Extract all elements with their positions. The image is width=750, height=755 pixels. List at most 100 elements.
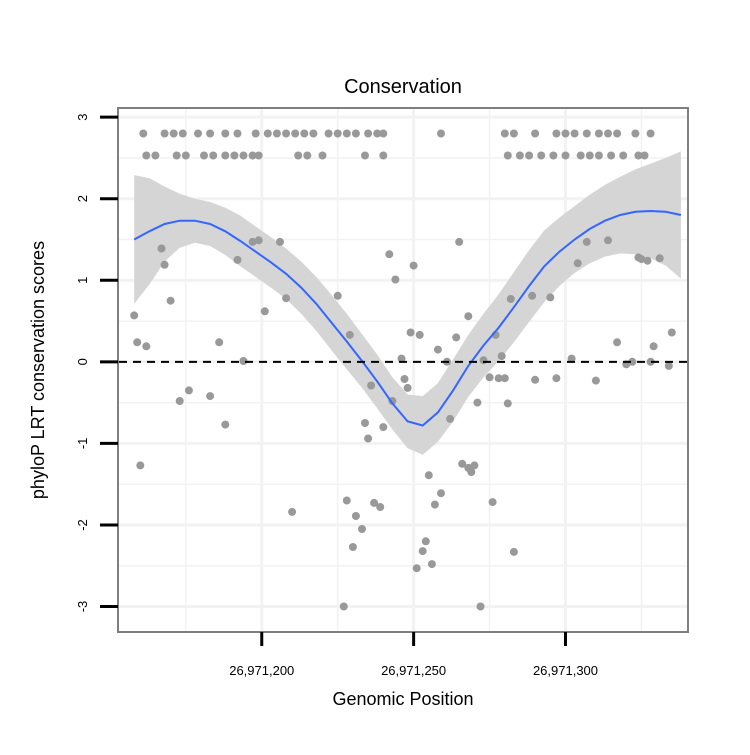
y-tick-label: 1 [75,277,90,284]
y-tick-label: -2 [75,519,90,531]
data-point [619,151,628,160]
data-point [364,129,373,138]
data-point [291,129,300,138]
data-point [379,129,388,138]
data-point [488,498,497,507]
data-point [351,512,360,520]
data-point [467,468,476,476]
data-point [631,129,640,138]
data-point [345,330,354,339]
data-point [318,151,327,160]
data-point [506,295,515,303]
data-point [351,129,360,138]
data-point [531,375,540,384]
data-point [282,129,291,138]
data-point [300,129,309,138]
data-point [591,376,600,385]
data-point [288,507,297,516]
data-point [361,151,369,160]
data-point [664,361,673,370]
data-point [309,129,318,138]
data-point [142,151,151,160]
data-point [139,129,148,138]
data-point [178,129,187,138]
data-point [604,129,612,138]
data-point [525,151,534,160]
data-point [400,375,409,383]
data-point [221,420,230,429]
data-point [333,291,342,300]
data-point [437,129,445,138]
data-point [552,374,561,383]
data-point [497,352,506,361]
data-point [248,151,257,160]
data-point [166,296,175,305]
data-point [367,381,376,390]
data-point [479,356,488,365]
y-tick-label: 3 [75,114,90,121]
data-point [637,255,646,264]
data-point [446,414,455,423]
data-point [585,151,594,160]
data-point [424,471,433,480]
y-tick-label: 2 [75,195,90,202]
data-point [233,129,242,138]
data-point [531,129,540,138]
data-point [206,129,215,138]
data-point [169,129,178,138]
data-point [376,503,385,511]
data-point [160,129,169,138]
data-point [649,342,658,351]
y-tick-label: -3 [75,601,90,613]
data-point [667,328,676,337]
data-point [646,357,655,366]
data-point [136,461,145,470]
data-point [248,237,257,246]
data-point [239,151,248,160]
data-point [406,328,415,337]
data-point [503,399,512,408]
data-point [364,434,373,443]
data-point [260,307,269,316]
data-point [455,237,464,246]
data-point [184,386,193,395]
data-point [282,294,291,303]
data-point [221,129,230,138]
data-point [604,236,612,245]
data-point [485,373,494,382]
data-point [175,397,184,405]
data-point [607,151,616,160]
data-point [421,537,430,546]
data-point [640,151,649,160]
data-point [251,129,260,138]
data-point [233,255,242,264]
smooth-line-layer [133,209,682,427]
data-point [509,129,518,138]
data-point [437,489,445,498]
smooth-fit-line [133,209,682,427]
data-point [500,374,509,383]
data-point [133,338,142,347]
data-point [151,151,160,160]
data-point [628,357,637,366]
data-point [561,151,570,160]
data-point [561,129,570,138]
x-axis-label: Genomic Position [332,689,473,709]
data-point [494,374,503,383]
data-point [476,602,485,611]
data-point [385,250,394,259]
axes: 26,971,200 26,971,250 26,971,300 -3 -2 -1 0 1 2 3 [75,114,598,678]
data-point [509,547,518,556]
data-point [412,564,421,573]
chart-title: Conservation [344,76,462,98]
data-point [215,338,224,347]
data-point [500,129,509,138]
data-point [594,151,603,160]
confidence-ribbon-layer [134,151,681,455]
data-point [348,543,357,551]
y-tick-label: -1 [75,438,90,450]
grid-lines [119,109,687,631]
data-point [157,244,166,253]
data-point [272,129,281,138]
data-point [263,129,272,138]
